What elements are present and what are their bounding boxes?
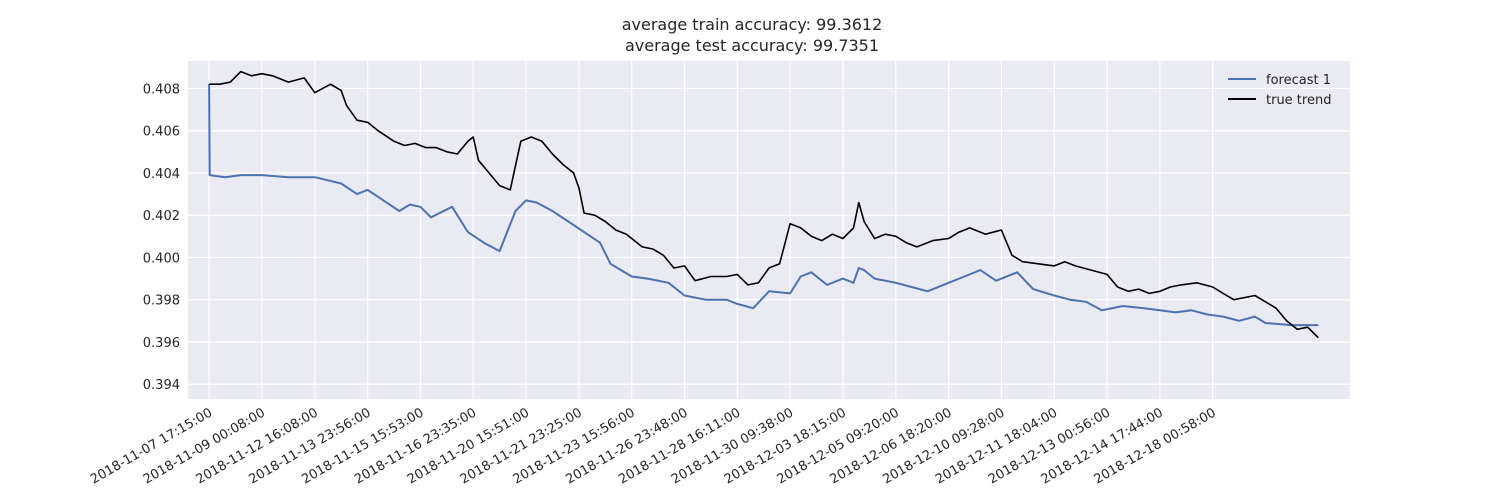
legend-label-forecast: forecast 1 bbox=[1266, 73, 1331, 88]
legend-label-true-trend: true trend bbox=[1266, 93, 1331, 108]
y-tick-label: 0.406 bbox=[143, 125, 180, 140]
chart-title-line-2: average test accuracy: 99.7351 bbox=[625, 36, 879, 55]
y-tick-label: 0.404 bbox=[143, 167, 180, 182]
y-tick-label: 0.394 bbox=[143, 378, 180, 393]
y-tick-label: 0.396 bbox=[143, 336, 180, 351]
y-tick-label: 0.408 bbox=[143, 82, 180, 97]
series-layer bbox=[208, 70, 1319, 339]
grid bbox=[188, 61, 1350, 399]
y-axis: 0.394 0.396 0.398 0.400 0.402 0.404 0.406 0.408 bbox=[143, 82, 180, 393]
plot-area bbox=[188, 61, 1350, 399]
chart-title-line-1: average train accuracy: 99.3612 bbox=[622, 15, 883, 34]
forecast-line bbox=[208, 84, 1319, 327]
y-tick-label: 0.398 bbox=[143, 294, 180, 309]
y-tick-label: 0.402 bbox=[143, 209, 180, 224]
true-trend-line bbox=[209, 70, 1319, 339]
y-tick-label: 0.400 bbox=[143, 251, 180, 266]
legend: forecast 1 true trend bbox=[1228, 73, 1331, 108]
